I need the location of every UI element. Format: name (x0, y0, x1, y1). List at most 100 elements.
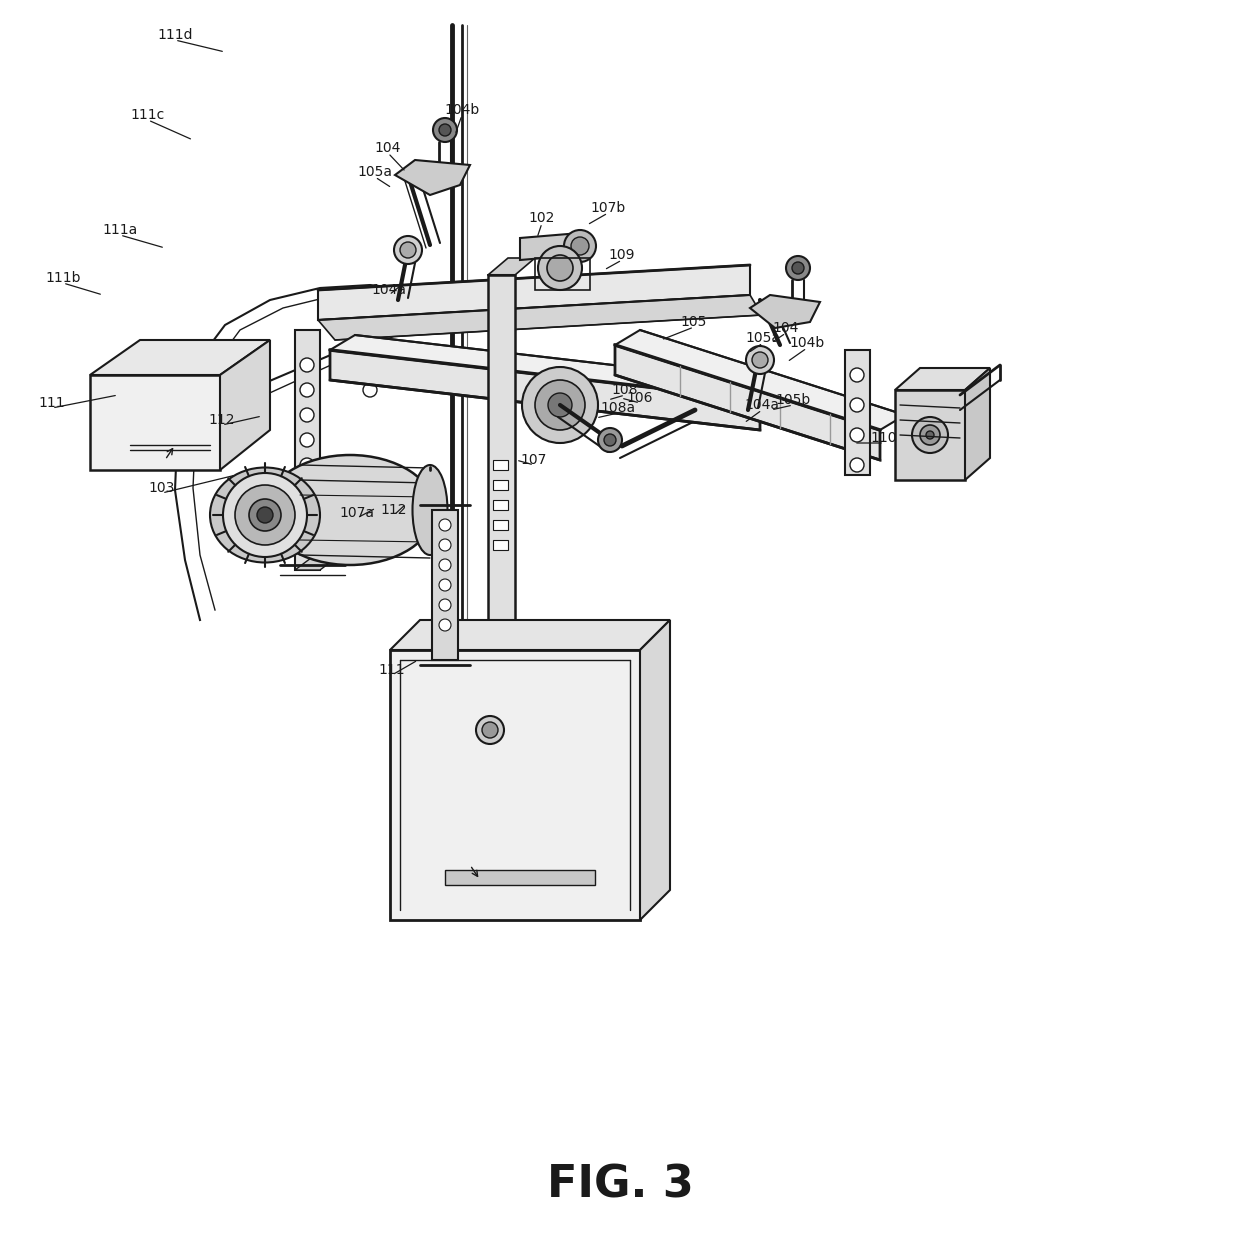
Circle shape (849, 428, 864, 441)
Circle shape (439, 599, 451, 611)
Polygon shape (615, 345, 880, 460)
Text: 104a: 104a (744, 398, 780, 412)
Circle shape (300, 508, 314, 522)
Polygon shape (391, 650, 640, 920)
Text: 111c: 111c (131, 108, 165, 122)
Text: 104: 104 (374, 141, 402, 155)
Polygon shape (295, 555, 340, 570)
Bar (494, 520, 508, 530)
Circle shape (786, 256, 810, 281)
Circle shape (300, 458, 314, 473)
Text: 105: 105 (681, 315, 707, 329)
Text: 104a: 104a (372, 283, 407, 297)
Text: 112: 112 (381, 503, 407, 518)
Circle shape (300, 358, 314, 372)
Text: 105b: 105b (775, 393, 811, 407)
Polygon shape (489, 258, 534, 276)
Circle shape (300, 408, 314, 421)
Polygon shape (432, 510, 458, 660)
Circle shape (223, 473, 308, 557)
Polygon shape (445, 870, 595, 885)
Text: 108a: 108a (600, 402, 636, 415)
Polygon shape (640, 620, 670, 920)
Text: 104b: 104b (444, 104, 480, 117)
Polygon shape (317, 266, 750, 320)
Text: 103: 103 (149, 481, 175, 495)
Circle shape (363, 348, 377, 362)
Polygon shape (219, 340, 270, 470)
Text: 105a: 105a (357, 165, 393, 180)
Circle shape (920, 425, 940, 445)
Polygon shape (520, 233, 580, 261)
Ellipse shape (265, 455, 435, 565)
Circle shape (300, 433, 314, 446)
Polygon shape (91, 340, 270, 375)
Text: 108: 108 (611, 383, 639, 397)
Bar (494, 480, 508, 490)
Circle shape (439, 519, 451, 531)
Text: 104b: 104b (790, 335, 825, 350)
Text: 111: 111 (378, 663, 405, 677)
Circle shape (534, 380, 585, 430)
Circle shape (746, 345, 774, 374)
Circle shape (236, 485, 295, 545)
Polygon shape (330, 335, 785, 400)
Circle shape (538, 246, 582, 291)
Text: 107a: 107a (340, 506, 374, 520)
Circle shape (476, 716, 503, 744)
Circle shape (849, 398, 864, 412)
Polygon shape (895, 368, 990, 390)
Circle shape (522, 367, 598, 443)
Circle shape (792, 262, 804, 274)
Bar (494, 540, 508, 550)
Circle shape (570, 237, 589, 254)
Circle shape (249, 499, 281, 531)
Polygon shape (396, 160, 470, 195)
Circle shape (849, 458, 864, 473)
Bar (494, 460, 508, 470)
Circle shape (394, 236, 422, 264)
Ellipse shape (210, 468, 320, 562)
Text: 109: 109 (609, 248, 635, 262)
Text: 107b: 107b (590, 201, 626, 214)
Circle shape (598, 428, 622, 451)
Circle shape (300, 383, 314, 397)
Polygon shape (91, 375, 219, 470)
Circle shape (849, 368, 864, 382)
Circle shape (363, 383, 377, 397)
Circle shape (401, 242, 415, 258)
Circle shape (439, 559, 451, 571)
Circle shape (439, 579, 451, 591)
Polygon shape (330, 350, 760, 430)
Circle shape (257, 508, 273, 522)
Text: 102: 102 (528, 211, 556, 224)
Bar (494, 500, 508, 510)
Polygon shape (317, 296, 763, 340)
Ellipse shape (413, 465, 448, 555)
Circle shape (604, 434, 616, 446)
Text: 105a: 105a (745, 330, 780, 345)
Circle shape (439, 539, 451, 551)
Circle shape (433, 118, 458, 142)
Text: 111b: 111b (45, 271, 81, 286)
Circle shape (751, 352, 768, 368)
Polygon shape (750, 296, 820, 328)
Text: 112: 112 (208, 413, 236, 426)
Circle shape (300, 483, 314, 498)
Polygon shape (844, 350, 870, 475)
Circle shape (548, 393, 572, 416)
Text: 104: 104 (773, 320, 800, 335)
Text: 111a: 111a (103, 223, 138, 237)
Circle shape (439, 619, 451, 631)
Circle shape (547, 254, 573, 281)
Polygon shape (489, 276, 515, 729)
Circle shape (911, 416, 949, 453)
Text: FIG. 3: FIG. 3 (547, 1163, 693, 1207)
Polygon shape (965, 368, 990, 480)
Circle shape (926, 431, 934, 439)
Text: 106: 106 (626, 392, 653, 405)
Circle shape (439, 123, 451, 136)
Polygon shape (895, 390, 965, 480)
Polygon shape (295, 330, 320, 570)
Polygon shape (391, 620, 670, 650)
